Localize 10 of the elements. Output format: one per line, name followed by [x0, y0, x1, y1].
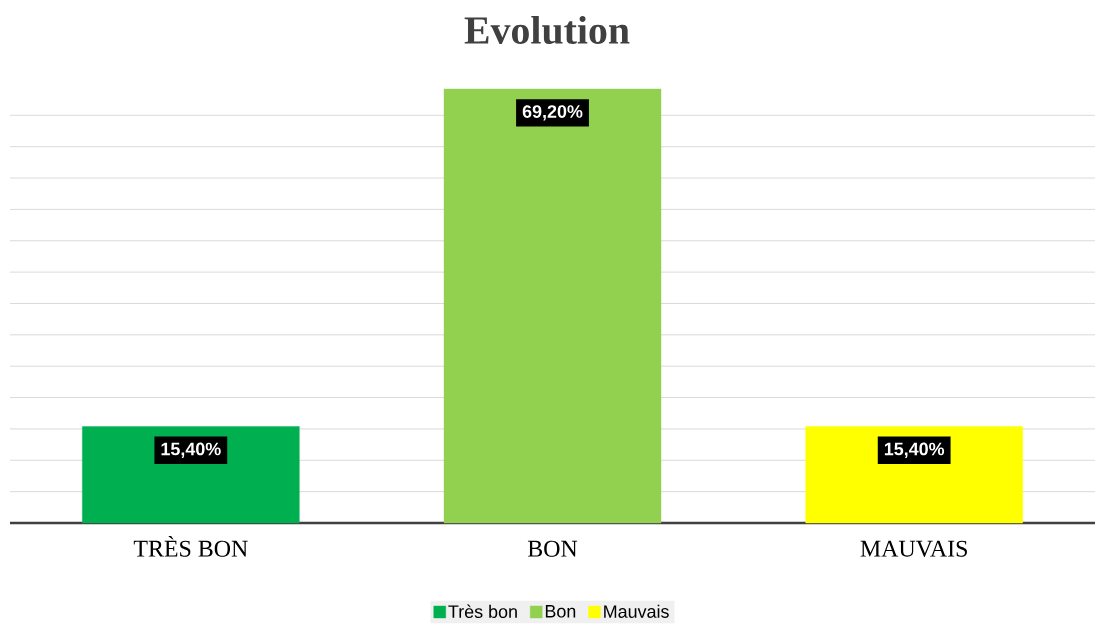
data-label: 15,40% [161, 442, 221, 458]
x-tick-label: MAUVAIS [860, 540, 967, 557]
data-label: 69,20% [522, 105, 583, 121]
x-tick-label: TRÈS BON [133, 535, 248, 557]
data-label: 15,40% [884, 442, 945, 458]
chart-title: Evolution [464, 15, 630, 45]
legend-label: Mauvais [604, 604, 669, 618]
x-tick-label: BON [527, 540, 578, 557]
legend-label: Très bon [448, 604, 517, 618]
legend-label: Bon [545, 605, 576, 618]
